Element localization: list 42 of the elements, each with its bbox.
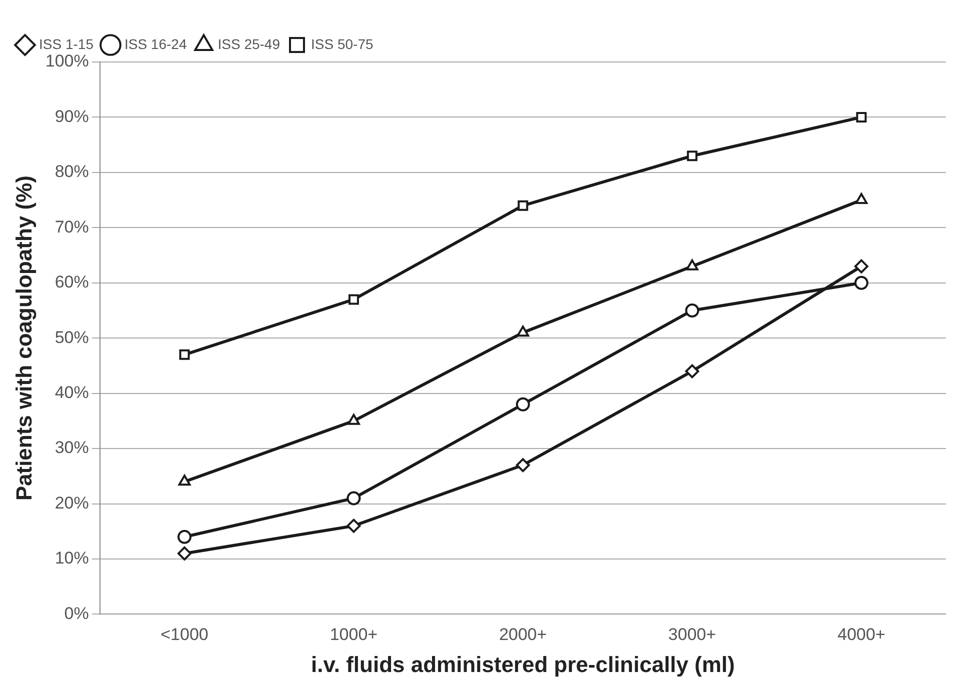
legend-label: ISS 16-24 [124, 36, 187, 52]
legend-label: ISS 50-75 [311, 36, 374, 52]
point [177, 530, 192, 544]
point [686, 259, 698, 270]
point [516, 326, 530, 337]
point [854, 276, 868, 290]
y-tick-label: 50% [54, 328, 89, 347]
x-tick-label: 4000+ [838, 625, 886, 644]
y-tick-label: 60% [54, 272, 89, 292]
point [516, 458, 530, 472]
point [346, 518, 361, 533]
y-tick-label: 0% [64, 604, 89, 623]
point [348, 414, 360, 425]
x-tick-label: 3000+ [668, 625, 716, 644]
y-axis-title: Patients with coagulopathy (%) [11, 176, 36, 501]
y-tick-label: 80% [54, 162, 89, 182]
point [346, 491, 361, 506]
point [855, 193, 868, 204]
y-tick-label: 40% [54, 383, 89, 402]
point [685, 303, 700, 318]
point [179, 349, 190, 360]
y-tick-label: 100% [45, 52, 89, 71]
y-tick-label: 70% [54, 217, 89, 236]
point [854, 259, 868, 274]
y-tick-label: 10% [54, 548, 89, 568]
legend-label: ISS 1-15 [39, 36, 94, 52]
point [685, 364, 700, 378]
point [178, 474, 191, 486]
point [177, 546, 192, 560]
point [856, 112, 867, 122]
point [348, 294, 359, 305]
x-tick-label: 2000+ [499, 625, 547, 644]
x-axis-title: i.v. fluids administered pre-clinically (ml) [311, 652, 735, 677]
x-tick-label: <1000 [160, 625, 208, 644]
y-tick-label: 30% [54, 438, 89, 458]
y-tick-label: 20% [54, 493, 89, 512]
point [686, 150, 698, 162]
point [516, 397, 530, 412]
point [518, 200, 528, 211]
y-tick-label: 90% [54, 106, 89, 126]
x-tick-label: 1000+ [330, 625, 378, 644]
legend-label: ISS 25-49 [218, 36, 280, 52]
